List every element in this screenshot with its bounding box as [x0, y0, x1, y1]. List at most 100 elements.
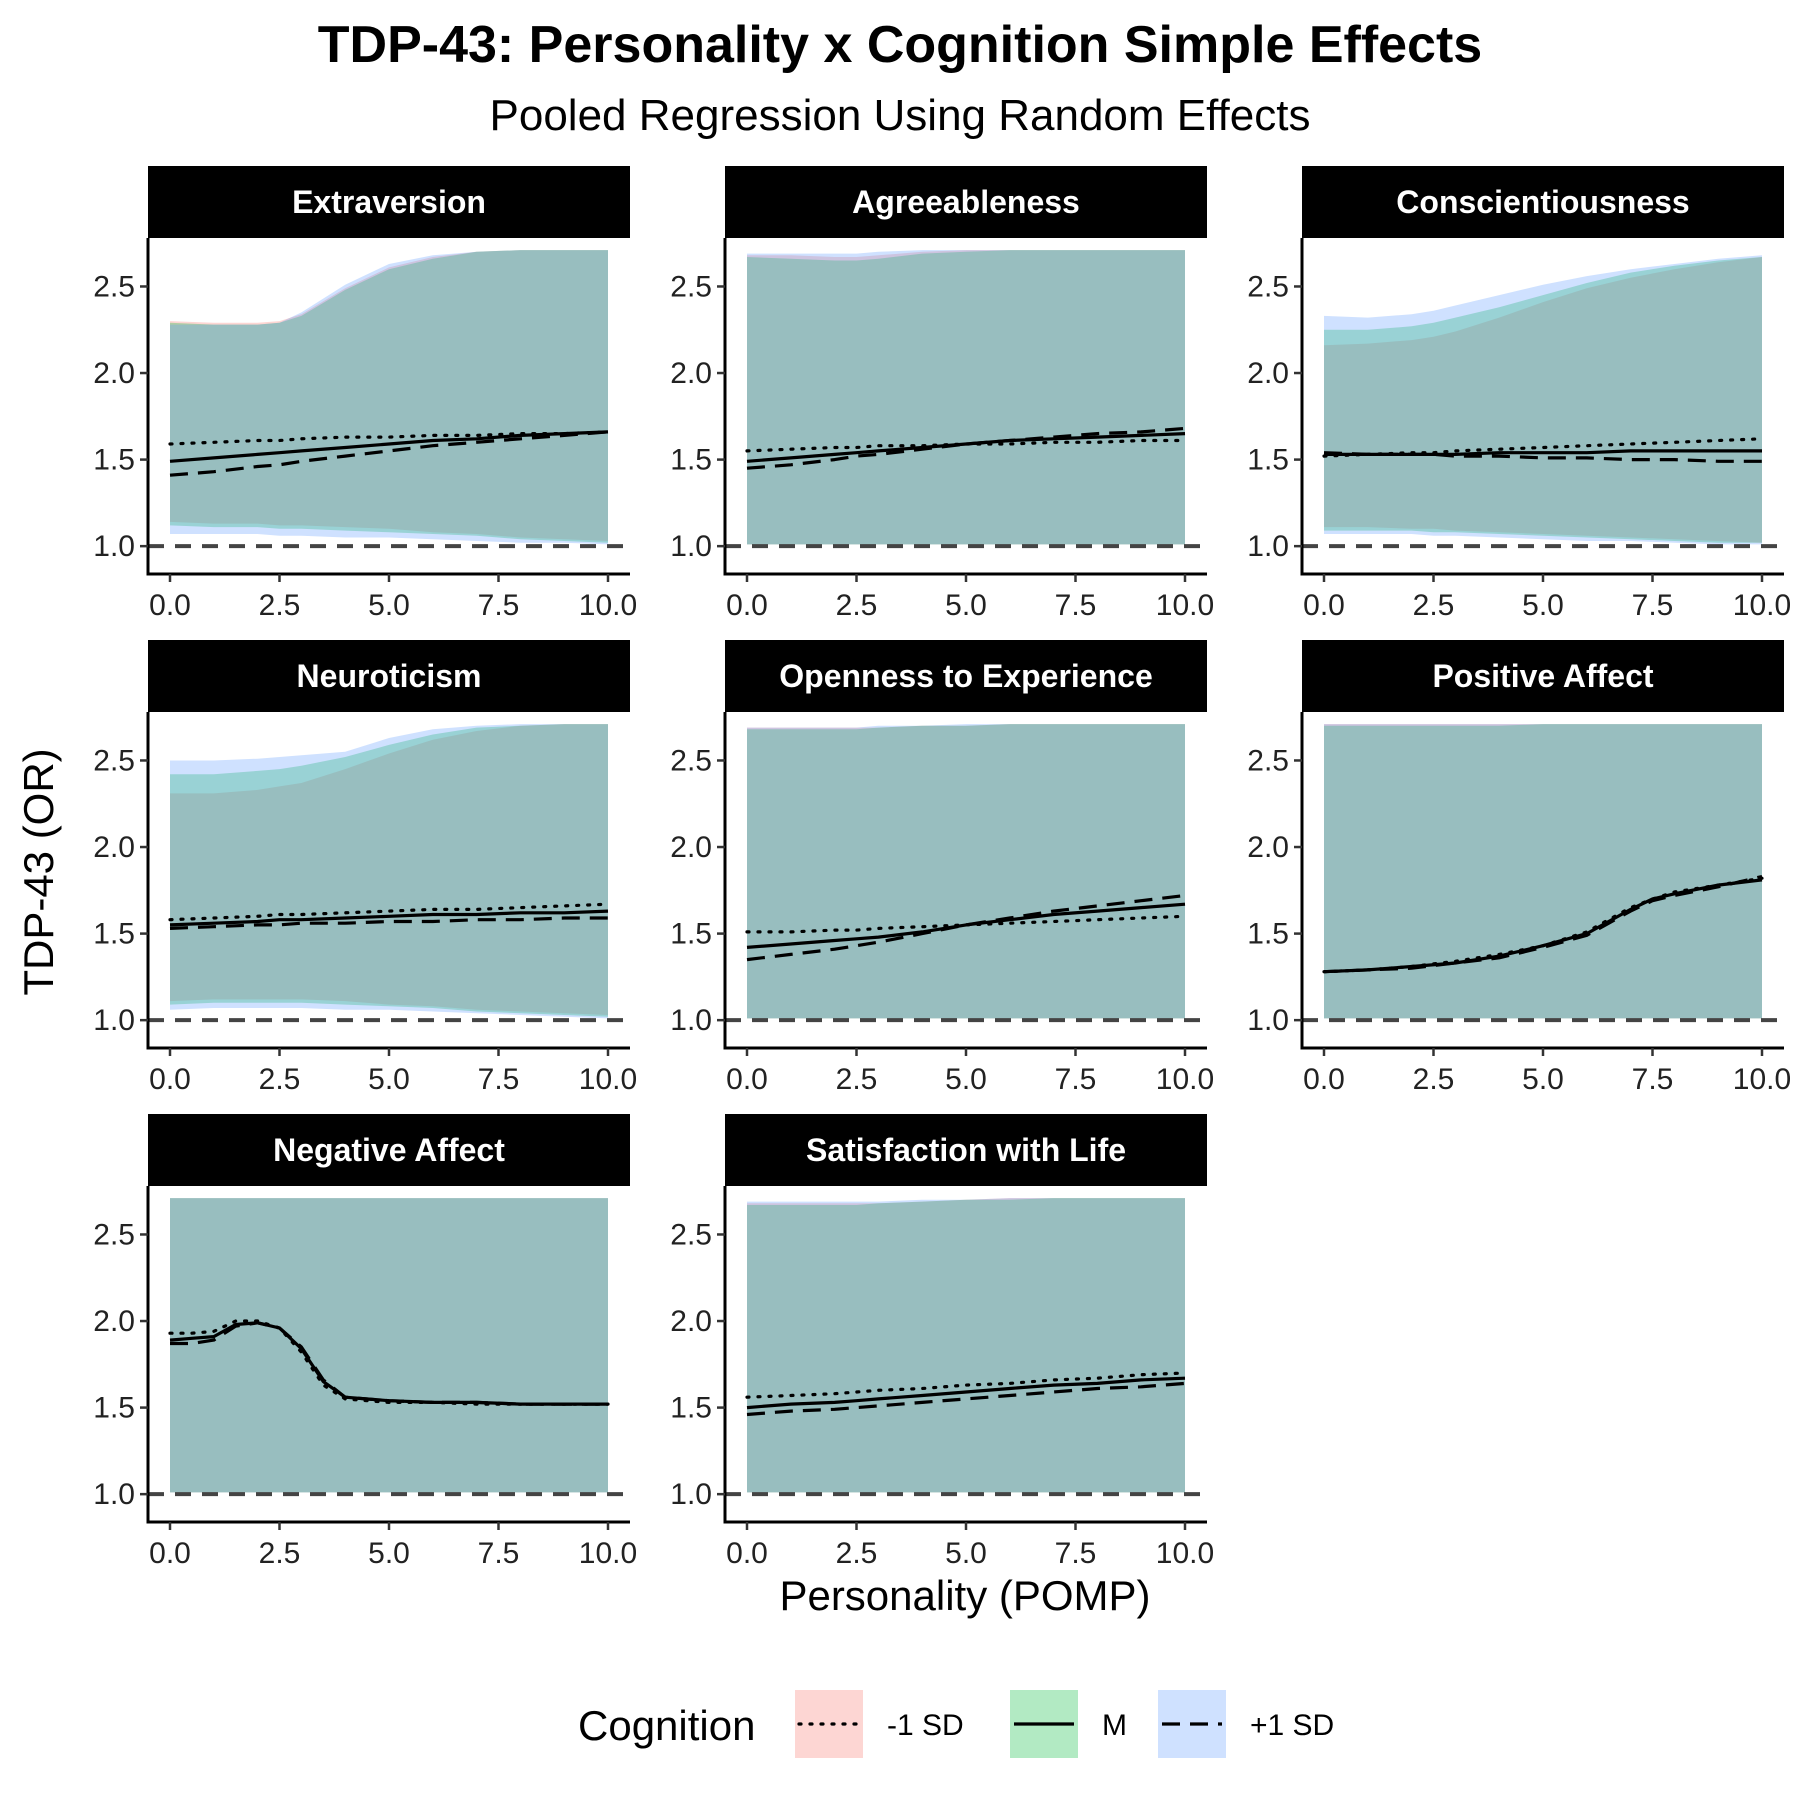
- y-tick-label-negative-affect: 2.0: [93, 1305, 135, 1338]
- y-tick-label-openness-to-experience: 1.5: [670, 918, 712, 951]
- x-tick-label-neuroticism: 2.5: [259, 1063, 301, 1096]
- x-tick-label-openness-to-experience: 2.5: [836, 1063, 878, 1096]
- x-tick-label-conscientiousness: 0.0: [1303, 589, 1345, 622]
- strip-agreeableness: [725, 166, 1207, 238]
- panel-extraversion: Extraversion 1.0 1.5 2.0 2.5 0.0 2.5 5.0 7.5 10.0: [93, 166, 637, 622]
- ribbon-m-agreeableness: [747, 250, 1185, 545]
- x-tick-label-satisfaction-with-life: 2.5: [836, 1537, 878, 1570]
- strip-neuroticism: [148, 640, 630, 712]
- ribbon-m-conscientiousness: [1324, 257, 1762, 543]
- series-line-1-sd-extraversion: [169, 430, 609, 477]
- y-tick-label-neuroticism: 1.0: [93, 1004, 135, 1037]
- x-tick-label-extraversion: 0.0: [149, 589, 191, 622]
- x-tick-label-openness-to-experience: 0.0: [726, 1063, 768, 1096]
- y-tick-label-agreeableness: 2.5: [670, 270, 712, 303]
- y-tick-label-neuroticism: 1.5: [93, 918, 135, 951]
- x-tick-label-negative-affect: 0.0: [149, 1537, 191, 1570]
- strip-label-negative-affect: Negative Affect: [273, 1132, 505, 1168]
- y-tick-label-openness-to-experience: 2.0: [670, 831, 712, 864]
- x-tick-label-positive-affect: 0.0: [1303, 1063, 1345, 1096]
- x-tick-label-agreeableness: 0.0: [726, 589, 768, 622]
- y-tick-label-extraversion: 1.5: [93, 444, 135, 477]
- ribbon-1-sd-neuroticism: [170, 724, 608, 1015]
- x-tick-label-conscientiousness: 10.0: [1733, 589, 1791, 622]
- ribbon-1-sd-conscientiousness: [1324, 255, 1762, 545]
- y-tick-label-negative-affect: 1.0: [93, 1478, 135, 1511]
- y-axis-title: TDP-43 (OR): [15, 748, 62, 995]
- strip-positive-affect: [1302, 640, 1784, 712]
- ribbon-1-sd-openness-to-experience: [747, 724, 1185, 1019]
- ribbon-m-satisfaction-with-life: [747, 1198, 1185, 1493]
- series-line-1-sd-positive-affect: [1323, 874, 1763, 974]
- ribbon-1-sd-neuroticism: [170, 724, 608, 1019]
- strip-label-extraversion: Extraversion: [292, 184, 486, 220]
- y-tick-label-positive-affect: 2.5: [1247, 744, 1289, 777]
- panel-positive-affect: Positive Affect 1.0 1.5 2.0 2.5 0.0 2.5 5.0 7.5 1…: [1247, 640, 1791, 1096]
- panel-conscientiousness: Conscientiousness 1.0 1.5 2.0 2.5 0.0 2.5 5.0 7.…: [1247, 166, 1791, 622]
- x-tick-label-positive-affect: 10.0: [1733, 1063, 1791, 1096]
- x-tick-label-openness-to-experience: 10.0: [1156, 1063, 1214, 1096]
- x-tick-label-satisfaction-with-life: 7.5: [1055, 1537, 1097, 1570]
- y-tick-label-neuroticism: 2.0: [93, 831, 135, 864]
- y-tick-label-openness-to-experience: 1.0: [670, 1004, 712, 1037]
- strip-conscientiousness: [1302, 166, 1784, 238]
- x-tick-label-neuroticism: 0.0: [149, 1063, 191, 1096]
- series-line-1-sd-openness-to-experience: [746, 893, 1186, 962]
- ribbon-m-negative-affect: [170, 1198, 608, 1493]
- ribbon-1-sd-satisfaction-with-life: [747, 1198, 1185, 1493]
- x-tick-label-satisfaction-with-life: 0.0: [726, 1537, 768, 1570]
- panel-neuroticism: Neuroticism 1.0 1.5 2.0 2.5 0.0 2.5 5.0 7.5 10.0: [93, 640, 637, 1096]
- strip-label-agreeableness: Agreeableness: [852, 184, 1080, 220]
- y-tick-label-negative-affect: 1.5: [93, 1392, 135, 1425]
- y-tick-label-satisfaction-with-life: 1.5: [670, 1392, 712, 1425]
- x-tick-label-satisfaction-with-life: 5.0: [945, 1537, 987, 1570]
- strip-label-neuroticism: Neuroticism: [297, 658, 482, 694]
- ribbon-1-sd-positive-affect: [1324, 724, 1762, 1019]
- legend-title: Cognition: [578, 1702, 755, 1749]
- x-tick-label-openness-to-experience: 7.5: [1055, 1063, 1097, 1096]
- strip-satisfaction-with-life: [725, 1114, 1207, 1186]
- x-tick-label-negative-affect: 5.0: [368, 1537, 410, 1570]
- ribbon-1-sd-negative-affect: [170, 1198, 608, 1493]
- legend: Cognition -1 SD M +1 SD: [578, 1690, 1334, 1758]
- x-tick-label-extraversion: 7.5: [478, 589, 520, 622]
- y-tick-label-extraversion: 2.5: [93, 270, 135, 303]
- strip-negative-affect: [148, 1114, 630, 1186]
- series-line-m-extraversion: [169, 430, 609, 463]
- series-line-1-sd-openness-to-experience: [745, 914, 1187, 934]
- ribbon-1-sd-satisfaction-with-life: [747, 1198, 1185, 1493]
- x-tick-label-openness-to-experience: 5.0: [945, 1063, 987, 1096]
- x-tick-label-conscientiousness: 7.5: [1632, 589, 1674, 622]
- x-tick-label-agreeableness: 2.5: [836, 589, 878, 622]
- x-tick-label-extraversion: 2.5: [259, 589, 301, 622]
- series-line-1-sd-neuroticism: [168, 902, 610, 922]
- y-tick-label-extraversion: 2.0: [93, 357, 135, 390]
- legend-label-1-sd: +1 SD: [1250, 1709, 1334, 1742]
- series-line-1-sd-satisfaction-with-life: [745, 1371, 1187, 1399]
- chart-subtitle: Pooled Regression Using Random Effects: [490, 91, 1311, 140]
- panel-openness-to-experience: Openness to Experience 1.0 1.5 2.0 2.5 0.0 2.5…: [670, 640, 1214, 1096]
- facet-panels: Extraversion 1.0 1.5 2.0 2.5 0.0 2.5 5.0 7.5 10.0…: [93, 166, 1791, 1570]
- x-tick-label-neuroticism: 7.5: [478, 1063, 520, 1096]
- panel-satisfaction-with-life: Satisfaction with Life 1.0 1.5 2.0 2.5 0.0 2.5…: [670, 1114, 1214, 1570]
- series-line-1-sd-extraversion: [168, 430, 610, 446]
- ribbon-1-sd-negative-affect: [170, 1198, 608, 1493]
- x-tick-label-extraversion: 5.0: [368, 589, 410, 622]
- strip-label-openness-to-experience: Openness to Experience: [779, 658, 1152, 694]
- y-tick-label-conscientiousness: 1.5: [1247, 444, 1289, 477]
- strip-label-positive-affect: Positive Affect: [1432, 658, 1653, 694]
- ribbon-1-sd-agreeableness: [747, 250, 1185, 545]
- x-tick-label-negative-affect: 10.0: [579, 1537, 637, 1570]
- panel-negative-affect: Negative Affect 1.0 1.5 2.0 2.5 0.0 2.5 5.0 7.5 1…: [93, 1114, 637, 1570]
- series-line-m-conscientiousness: [1324, 449, 1762, 456]
- legend-label-1-sd: -1 SD: [887, 1709, 964, 1742]
- x-tick-label-conscientiousness: 5.0: [1522, 589, 1564, 622]
- x-tick-label-negative-affect: 7.5: [478, 1537, 520, 1570]
- chart-title: TDP-43: Personality x Cognition Simple E…: [318, 16, 1482, 74]
- y-tick-label-conscientiousness: 2.5: [1247, 270, 1289, 303]
- x-tick-label-extraversion: 10.0: [579, 589, 637, 622]
- ribbon-1-sd-agreeableness: [747, 250, 1185, 545]
- series-line-1-sd-agreeableness: [746, 426, 1186, 470]
- y-tick-label-positive-affect: 2.0: [1247, 831, 1289, 864]
